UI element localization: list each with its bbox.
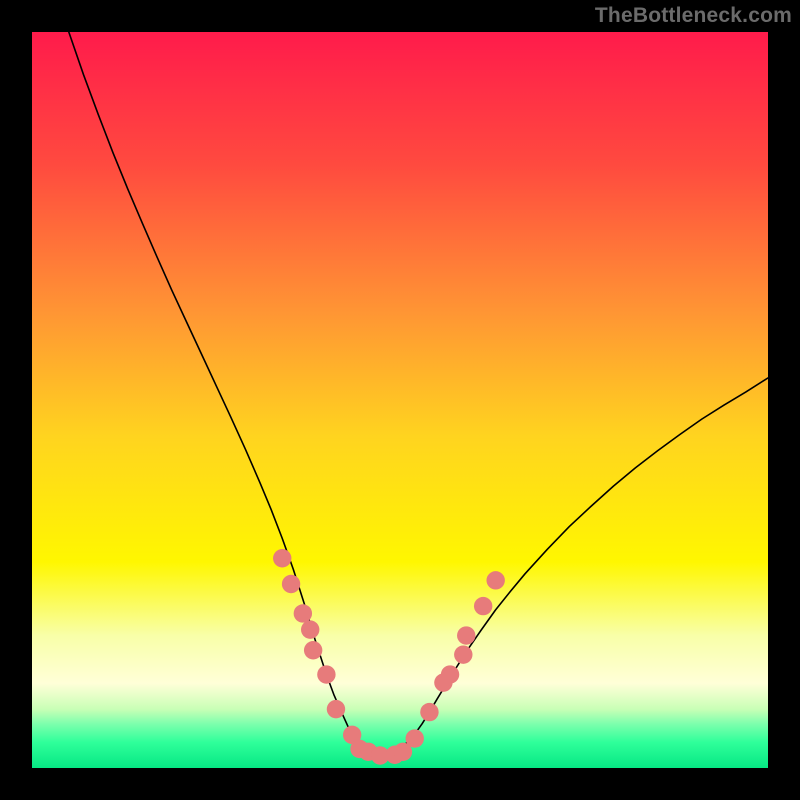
data-marker bbox=[273, 549, 291, 567]
data-marker bbox=[420, 703, 438, 721]
data-marker bbox=[304, 641, 322, 659]
plot-area bbox=[32, 32, 768, 768]
chart-svg bbox=[32, 32, 768, 768]
data-marker bbox=[317, 665, 335, 683]
data-marker bbox=[486, 571, 504, 589]
data-marker bbox=[474, 597, 492, 615]
data-marker bbox=[282, 575, 300, 593]
gradient-background bbox=[32, 32, 768, 768]
data-marker bbox=[457, 626, 475, 644]
data-marker bbox=[441, 665, 459, 683]
data-marker bbox=[294, 604, 312, 622]
data-marker bbox=[301, 620, 319, 638]
watermark-text: TheBottleneck.com bbox=[595, 4, 792, 28]
data-marker bbox=[454, 645, 472, 663]
data-marker bbox=[406, 729, 424, 747]
data-marker bbox=[327, 700, 345, 718]
